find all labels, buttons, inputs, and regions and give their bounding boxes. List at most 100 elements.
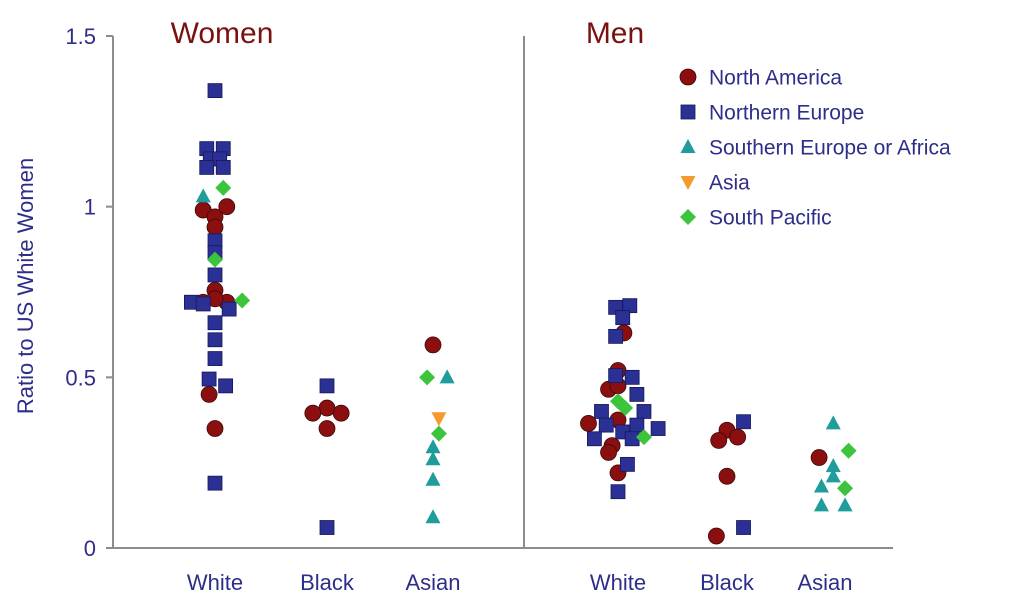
data-point bbox=[221, 301, 237, 317]
data-point bbox=[439, 369, 455, 384]
data-point bbox=[201, 371, 217, 387]
series-asia bbox=[431, 412, 447, 427]
data-point bbox=[207, 83, 223, 99]
x-tick-label: Asian bbox=[797, 570, 852, 595]
legend-label: South Pacific bbox=[709, 207, 832, 230]
data-point bbox=[234, 292, 251, 309]
x-tick-label: Black bbox=[700, 570, 755, 595]
legend-label: Northern Europe bbox=[709, 102, 864, 125]
data-point bbox=[635, 429, 652, 446]
data-point bbox=[813, 478, 829, 493]
data-point bbox=[431, 412, 447, 427]
data-point bbox=[218, 198, 236, 216]
data-point bbox=[199, 160, 215, 175]
legend-item: South Pacific bbox=[680, 207, 832, 230]
data-point bbox=[206, 218, 224, 236]
data-point bbox=[617, 400, 634, 417]
data-point bbox=[600, 444, 617, 461]
data-point bbox=[425, 439, 441, 454]
legend-item: Northern Europe bbox=[680, 102, 864, 125]
data-point bbox=[650, 421, 666, 436]
series-north-america bbox=[194, 198, 828, 545]
axes: 0 0.5 1 1.5 Ratio to US White Women White Blac… bbox=[13, 24, 893, 595]
data-point bbox=[207, 351, 223, 366]
data-point bbox=[207, 475, 223, 491]
series-southern-europe-or-africa bbox=[195, 188, 853, 524]
y-tick-label: 1 bbox=[84, 195, 96, 220]
data-point bbox=[419, 369, 436, 386]
data-point bbox=[200, 385, 218, 403]
x-tick-label: White bbox=[590, 570, 646, 595]
legend-marker bbox=[680, 139, 696, 153]
data-point bbox=[736, 414, 751, 430]
data-point bbox=[425, 471, 441, 486]
y-tick-label: 1.5 bbox=[65, 24, 96, 49]
data-point bbox=[825, 415, 841, 430]
data-point bbox=[207, 267, 223, 283]
data-point bbox=[206, 420, 224, 437]
y-tick-label: 0 bbox=[84, 536, 96, 561]
legend-label: Southern Europe or Africa bbox=[709, 137, 951, 160]
data-point bbox=[615, 310, 631, 326]
series-south-pacific bbox=[207, 179, 857, 497]
data-point bbox=[332, 404, 350, 422]
data-point bbox=[729, 428, 747, 446]
data-point bbox=[207, 332, 223, 348]
data-point bbox=[195, 296, 211, 312]
data-point bbox=[424, 336, 442, 354]
data-point bbox=[620, 456, 635, 472]
panel-title: Women bbox=[171, 17, 274, 50]
data-point bbox=[636, 404, 652, 419]
data-points bbox=[183, 83, 857, 545]
legend-label: Asia bbox=[709, 172, 750, 195]
data-point bbox=[610, 484, 626, 500]
data-point bbox=[718, 467, 736, 485]
data-point bbox=[608, 328, 624, 344]
data-point bbox=[598, 417, 614, 433]
legend-marker bbox=[680, 209, 696, 225]
data-point bbox=[318, 399, 336, 417]
data-point bbox=[319, 520, 335, 535]
legend-marker bbox=[680, 104, 696, 120]
legend-item: Asia bbox=[680, 172, 750, 195]
legend-item: North America bbox=[679, 67, 842, 90]
legend-marker bbox=[679, 68, 697, 86]
data-point bbox=[810, 449, 828, 466]
y-axis-title: Ratio to US White Women bbox=[13, 158, 38, 414]
data-point bbox=[710, 432, 728, 449]
data-point bbox=[218, 378, 234, 394]
data-point bbox=[624, 431, 640, 447]
data-point bbox=[840, 442, 857, 459]
data-point bbox=[587, 431, 602, 447]
data-point bbox=[319, 378, 335, 394]
x-tick-label: Black bbox=[300, 570, 355, 595]
data-point bbox=[304, 404, 322, 422]
y-tick-label: 0.5 bbox=[65, 365, 96, 390]
data-point bbox=[629, 417, 645, 433]
data-point bbox=[425, 509, 441, 524]
data-point bbox=[608, 368, 624, 384]
data-point bbox=[430, 425, 447, 442]
data-point bbox=[629, 386, 645, 402]
data-point bbox=[425, 451, 441, 466]
data-point bbox=[207, 315, 223, 331]
legend: North America Northern Europe Southern Eur… bbox=[679, 67, 951, 230]
data-point bbox=[624, 369, 640, 385]
data-point bbox=[825, 468, 841, 483]
x-tick-label: White bbox=[187, 570, 243, 595]
data-point bbox=[707, 527, 725, 545]
data-point bbox=[318, 420, 336, 437]
series-northern-europe bbox=[183, 83, 751, 535]
data-point bbox=[813, 497, 829, 512]
data-point bbox=[215, 160, 231, 175]
data-point bbox=[207, 251, 223, 268]
legend-item: Southern Europe or Africa bbox=[680, 137, 951, 160]
panel-title: Men bbox=[586, 17, 644, 50]
data-point bbox=[594, 404, 609, 419]
legend-marker bbox=[680, 176, 696, 190]
x-tick-label: Asian bbox=[405, 570, 460, 595]
data-point bbox=[837, 480, 854, 497]
data-point bbox=[736, 520, 751, 535]
legend-label: North America bbox=[709, 67, 842, 90]
